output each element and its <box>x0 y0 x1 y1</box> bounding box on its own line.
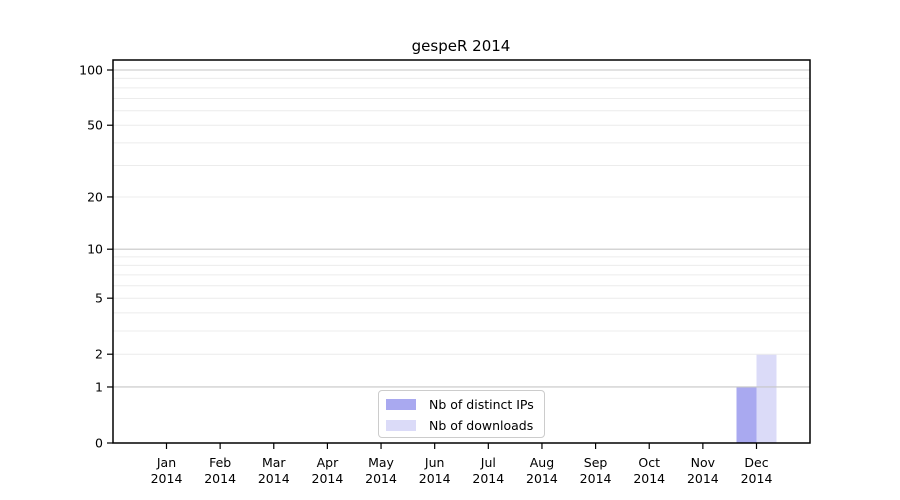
y-tick-label: 100 <box>79 63 103 78</box>
x-tick-label-month: Aug <box>530 455 554 470</box>
y-tick-label: 5 <box>95 291 103 306</box>
x-tick-label-year: 2014 <box>580 471 612 486</box>
legend-swatch-downloads <box>386 420 416 431</box>
legend-label-downloads: Nb of downloads <box>429 418 534 433</box>
chart-title: gespeR 2014 <box>411 37 511 55</box>
x-tick-label-year: 2014 <box>741 471 773 486</box>
x-tick-label-year: 2014 <box>472 471 504 486</box>
x-tick-label-month: Jun <box>424 455 445 470</box>
x-tick-label-year: 2014 <box>526 471 558 486</box>
x-tick-label-month: Jul <box>480 455 496 470</box>
x-tick-label-year: 2014 <box>365 471 397 486</box>
x-tick-label-month: Sep <box>584 455 608 470</box>
x-tick-label-month: Feb <box>209 455 231 470</box>
x-tick-label-month: Apr <box>317 455 339 470</box>
x-tick-label-year: 2014 <box>258 471 290 486</box>
x-tick-label-year: 2014 <box>633 471 665 486</box>
y-tick-label: 10 <box>87 242 103 257</box>
bar-distinct-ips <box>736 386 757 443</box>
x-tick-label-year: 2014 <box>687 471 719 486</box>
legend-swatch-distinct-ips <box>386 399 416 410</box>
y-tick-label: 0 <box>95 436 103 451</box>
x-tick-label-month: Oct <box>638 455 660 470</box>
y-tick-label: 50 <box>87 118 103 133</box>
legend-label-distinct-ips: Nb of distinct IPs <box>429 397 534 412</box>
plot-frame <box>112 59 811 444</box>
x-tick-label-month: May <box>368 455 394 470</box>
legend: Nb of distinct IPs Nb of downloads <box>378 390 545 438</box>
x-tick-label-month: Nov <box>691 455 716 470</box>
x-tick-label-month: Jan <box>156 455 176 470</box>
bar-downloads <box>756 354 777 443</box>
y-tick-label: 20 <box>87 189 103 204</box>
x-tick-label-month: Dec <box>744 455 768 470</box>
legend-item-downloads: Nb of downloads <box>379 415 544 436</box>
x-tick-label-year: 2014 <box>419 471 451 486</box>
y-tick-label: 2 <box>95 347 103 362</box>
x-tick-label-year: 2014 <box>204 471 236 486</box>
x-tick-label-year: 2014 <box>312 471 344 486</box>
x-tick-label-month: Mar <box>262 455 286 470</box>
x-tick-label-year: 2014 <box>151 471 183 486</box>
y-tick-label: 1 <box>95 379 103 394</box>
legend-item-distinct-ips: Nb of distinct IPs <box>379 394 544 415</box>
